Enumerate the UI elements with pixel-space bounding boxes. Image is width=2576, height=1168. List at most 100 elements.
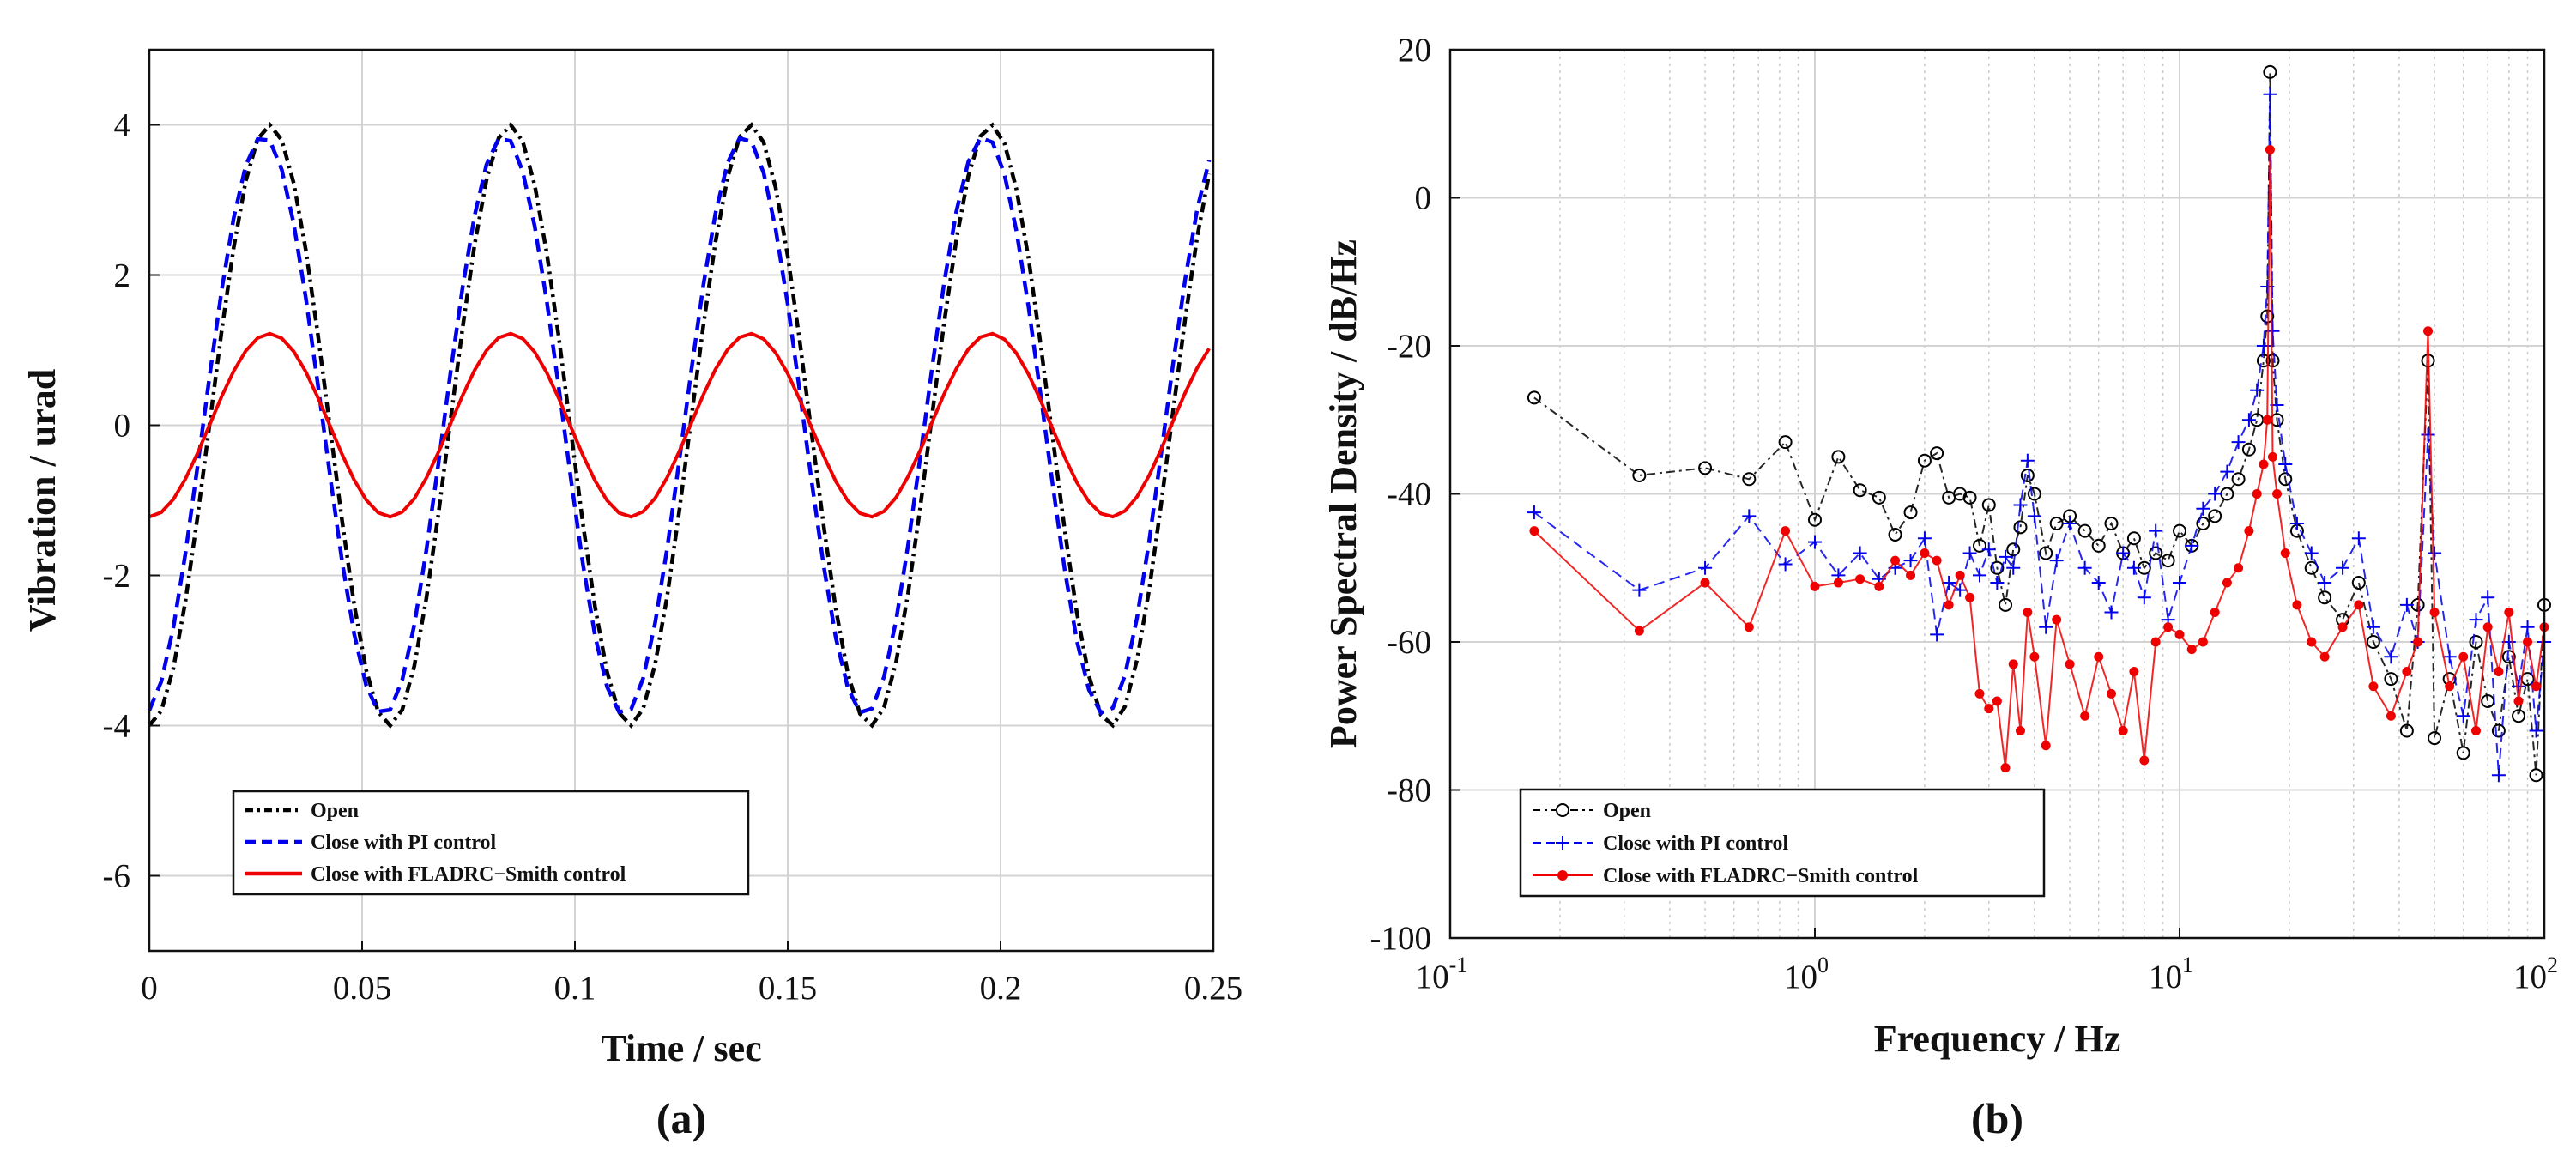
data-point xyxy=(1781,526,1791,536)
data-point xyxy=(2104,517,2119,530)
y-tick-label: 0 xyxy=(114,408,131,445)
data-point xyxy=(2020,468,2035,482)
data-point xyxy=(2023,608,2033,617)
data-point xyxy=(2077,560,2092,575)
data-point xyxy=(1778,435,1793,450)
data-point xyxy=(2118,726,2128,735)
data-point xyxy=(2000,763,2011,773)
data-point xyxy=(2029,651,2040,662)
data-point xyxy=(2173,576,2186,590)
data-point xyxy=(2384,672,2398,687)
x-tick-exponent: -1 xyxy=(1449,953,1468,977)
legend-entry: Close with FLADRC−Smith control xyxy=(311,863,626,886)
data-point xyxy=(2413,637,2423,647)
data-point xyxy=(1930,627,1944,642)
data-point xyxy=(2208,487,2222,501)
data-point xyxy=(2278,472,2293,487)
data-point xyxy=(2186,645,2197,655)
data-point xyxy=(1981,498,1996,512)
data-point xyxy=(1942,576,1956,590)
x-tick-label: 100 xyxy=(1784,953,1829,996)
data-point xyxy=(2250,383,2265,397)
series-line xyxy=(148,121,1212,729)
data-point xyxy=(2384,650,2398,664)
data-point xyxy=(2304,546,2319,560)
x-tick-exponent: 2 xyxy=(2547,953,2558,977)
x-tick-exponent: 0 xyxy=(1817,953,1829,977)
data-point xyxy=(1953,583,1968,597)
data-point xyxy=(1974,688,1985,699)
panel-b-legend: Open Close with PI control Close with FLAD… xyxy=(1519,788,2046,898)
data-point xyxy=(2481,590,2495,605)
y-tick-label: -40 xyxy=(1387,476,1431,513)
data-point xyxy=(1944,600,1954,610)
y-tick-label: -100 xyxy=(1370,920,1432,957)
legend-box xyxy=(1519,788,2046,898)
data-point xyxy=(2185,538,2199,553)
legend-entry: Close with FLADRC−Smith control xyxy=(1603,865,1919,887)
data-point xyxy=(2039,620,2053,634)
data-point xyxy=(2292,600,2302,610)
legend-entry: Open xyxy=(311,800,359,822)
data-point xyxy=(1990,576,2005,590)
data-point xyxy=(2052,614,2062,625)
data-point xyxy=(2491,723,2506,738)
panel-a-series-lines xyxy=(147,121,1212,729)
data-point xyxy=(2241,442,2256,457)
data-point xyxy=(2077,523,2092,538)
data-point xyxy=(1906,570,1916,580)
data-point xyxy=(1808,512,1822,527)
data-point xyxy=(1634,626,1644,636)
data-point xyxy=(2013,498,2028,512)
data-point xyxy=(1903,554,1918,568)
x-tick-exponent: 1 xyxy=(2182,953,2193,977)
data-point xyxy=(2015,726,2025,735)
data-point xyxy=(2520,620,2535,634)
data-point xyxy=(1632,468,1647,482)
data-point xyxy=(2049,517,2064,530)
legend-marker xyxy=(1556,836,1569,850)
data-point xyxy=(2318,576,2332,590)
data-point xyxy=(2137,590,2151,605)
data-point xyxy=(2259,459,2269,469)
data-point xyxy=(2423,326,2434,336)
data-point xyxy=(2008,659,2018,669)
data-point xyxy=(2458,651,2469,662)
data-point xyxy=(2161,554,2175,568)
data-point xyxy=(2196,501,2210,516)
data-point xyxy=(2126,560,2141,575)
data-point xyxy=(1853,483,1867,498)
data-point xyxy=(2504,608,2514,617)
data-point xyxy=(2163,622,2174,632)
y-tick-label: -4 xyxy=(103,708,131,745)
data-point xyxy=(2231,472,2246,487)
series-line xyxy=(1533,71,2545,776)
data-point xyxy=(2523,637,2533,647)
data-point xyxy=(2173,523,2186,538)
data-point xyxy=(2429,608,2440,617)
data-point xyxy=(2027,509,2041,523)
data-point xyxy=(1808,535,1822,549)
data-point xyxy=(2368,681,2379,692)
data-point xyxy=(2252,489,2262,499)
data-point xyxy=(2256,354,2271,368)
data-point xyxy=(1981,542,1996,557)
y-tick-label: 20 xyxy=(1398,32,1431,69)
data-point xyxy=(2351,531,2366,546)
data-point xyxy=(2041,741,2051,751)
data-point xyxy=(1917,453,1932,468)
data-point xyxy=(2020,453,2035,468)
panel-a-legend: Open Close with PI control Close with FLAD… xyxy=(232,790,750,896)
y-tick-label: 4 xyxy=(114,107,131,144)
data-point xyxy=(2174,629,2185,639)
data-point xyxy=(2039,546,2053,560)
x-tick-label: 0.05 xyxy=(333,970,391,1007)
data-point xyxy=(2336,560,2350,575)
data-point xyxy=(1920,548,1930,558)
data-point xyxy=(2399,723,2414,738)
data-point xyxy=(2063,517,2077,530)
data-point xyxy=(2149,523,2163,538)
data-point xyxy=(2263,87,2277,101)
